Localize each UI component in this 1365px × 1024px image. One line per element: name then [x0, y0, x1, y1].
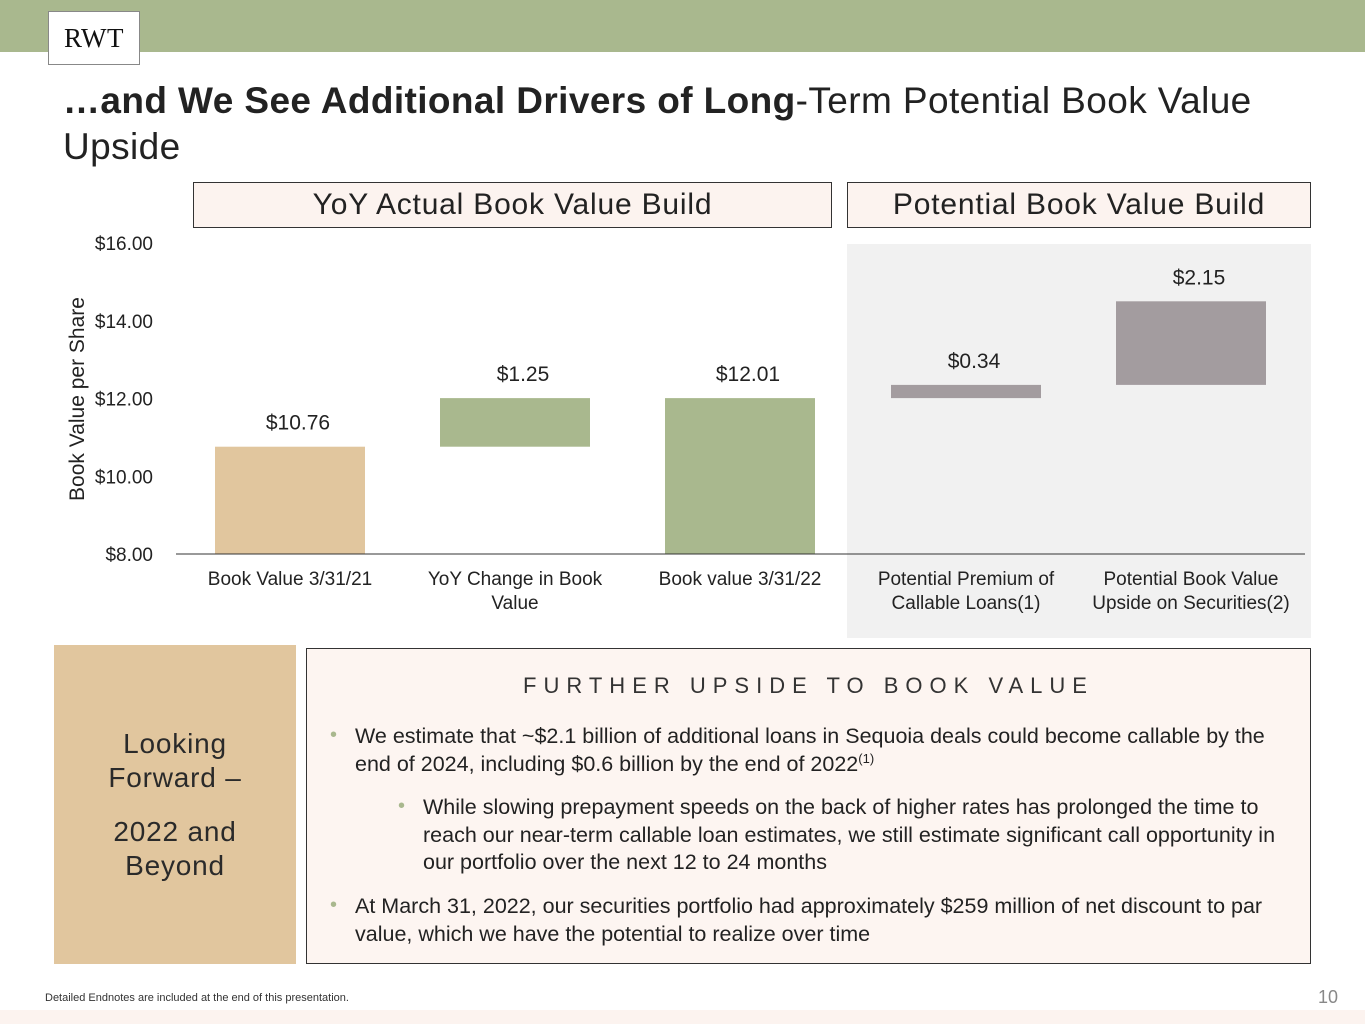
- bar-3: [665, 398, 815, 554]
- y-axis-title: Book Value per Share: [66, 297, 89, 501]
- page-title: …and We See Additional Drivers of Long-T…: [63, 78, 1323, 170]
- data-label: $1.25: [497, 363, 550, 386]
- footnote-ref-1: (1): [858, 750, 875, 766]
- x-tick-label: Callable Loans(1): [892, 593, 1041, 614]
- data-label: $10.76: [266, 412, 330, 435]
- endnotes-note: Detailed Endnotes are included at the en…: [45, 992, 349, 1004]
- x-tick-label: Book Value 3/31/21: [208, 569, 372, 590]
- company-logo: RWT: [48, 11, 140, 65]
- y-tick-label: $16.00: [95, 234, 153, 255]
- book-value-chart: $8.00 $10.00 $12.00 $14.00 $16.00 Book Value …: [66, 234, 1305, 614]
- bar-4: [891, 384, 1041, 399]
- x-tick-label: Upside on Securities(2): [1092, 593, 1289, 614]
- upside-heading: FURTHER UPSIDE TO BOOK VALUE: [523, 673, 1094, 698]
- data-label: $0.34: [948, 350, 1001, 373]
- looking-line-2: Forward –: [108, 761, 242, 793]
- data-label: $12.01: [716, 363, 780, 386]
- title-bold: …and We See Additional Drivers of Long: [63, 80, 796, 121]
- bullet-dot: •: [398, 795, 406, 817]
- bullet-dot: •: [330, 724, 338, 746]
- looking-line-3: 2022 and: [113, 815, 237, 847]
- x-tick-label: Book value 3/31/22: [659, 569, 822, 590]
- sub-bullet-prepayment-text: While slowing prepayment speeds on the b…: [423, 795, 1276, 874]
- looking-line-1: Looking: [123, 727, 227, 759]
- looking-forward-box: Looking Forward – 2022 and Beyond: [54, 645, 296, 964]
- title-regular: -Term Potential Book Value Upside: [63, 80, 1252, 167]
- header-bar: [0, 0, 1365, 52]
- x-tick-label: Potential Book Value: [1104, 569, 1279, 590]
- data-label: $2.15: [1173, 266, 1226, 289]
- bar-5: [1116, 301, 1266, 385]
- bullet-dot: •: [330, 894, 338, 916]
- looking-line-4: Beyond: [125, 849, 225, 881]
- x-tick-label: Potential Premium of: [878, 569, 1055, 590]
- potential-panel-header: Potential Book Value Build: [847, 182, 1311, 228]
- y-tick-label: $14.00: [95, 312, 153, 333]
- bar-1: [215, 446, 365, 554]
- y-tick-label: $10.00: [95, 467, 153, 488]
- bullet-securities-discount-text: At March 31, 2022, our securities portfo…: [355, 894, 1263, 946]
- page-number: 10: [1318, 987, 1339, 1007]
- y-tick-label: $12.00: [95, 390, 153, 411]
- sub-bullet-prepayment: • While slowing prepayment speeds on the…: [398, 794, 1288, 877]
- x-tick-label: Value: [491, 593, 538, 614]
- actual-panel-header: YoY Actual Book Value Build: [193, 182, 832, 228]
- bullet-securities-discount: • At March 31, 2022, our securities port…: [330, 893, 1295, 948]
- y-tick-label: $8.00: [105, 545, 153, 566]
- bullet-callable-loans-text: We estimate that ~$2.1 billion of additi…: [355, 724, 1265, 776]
- further-upside-box: FURTHER UPSIDE TO BOOK VALUE • We estima…: [306, 648, 1311, 964]
- bar-2: [440, 398, 590, 447]
- x-tick-label: YoY Change in Book: [428, 569, 603, 590]
- footer-strip: [0, 1010, 1365, 1024]
- bullet-callable-loans: • We estimate that ~$2.1 billion of addi…: [330, 723, 1275, 778]
